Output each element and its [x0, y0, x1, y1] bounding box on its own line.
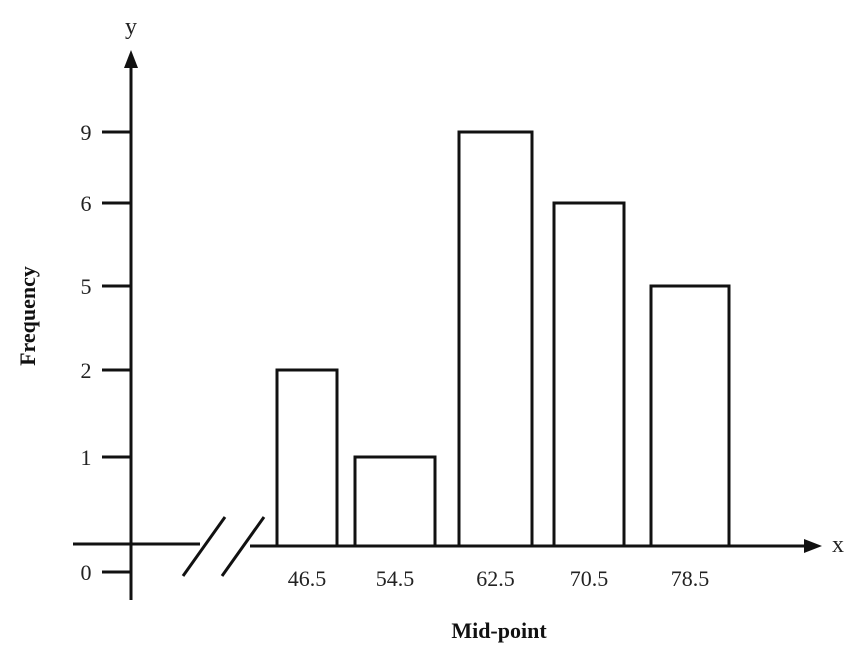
- y-ticks: 0 1 2 5 6 9: [81, 120, 131, 585]
- y-tick-label-9: 9: [81, 120, 92, 145]
- y-tick-label-1: 1: [81, 445, 92, 470]
- x-tick-labels: 46.5 54.5 62.5 70.5 78.5: [288, 566, 710, 591]
- bar-54.5: [353, 455, 437, 548]
- y-tick-label-2: 2: [81, 358, 92, 383]
- x-tick-label-78.5: 78.5: [671, 566, 710, 591]
- x-tick-label-54.5: 54.5: [376, 566, 415, 591]
- y-axis-title: Frequency: [15, 266, 40, 366]
- x-tick-label-62.5: 62.5: [476, 566, 515, 591]
- bar-70.5: [552, 201, 626, 548]
- axis-break-mark-1: [181, 516, 227, 577]
- bar-62.5: [457, 130, 534, 548]
- x-tick-label-70.5: 70.5: [570, 566, 609, 591]
- x-axis-arrow: [804, 539, 822, 553]
- y-tick-label-0: 0: [81, 560, 92, 585]
- bar-46.5: [275, 368, 339, 548]
- bars: [275, 130, 731, 548]
- bar-78.5: [649, 284, 731, 548]
- y-axis-letter: y: [125, 14, 137, 40]
- axis-break-mark-2: [220, 516, 266, 577]
- y-axis-arrow: [124, 50, 138, 68]
- x-axis-letter: x: [832, 532, 844, 558]
- y-tick-label-6: 6: [81, 191, 92, 216]
- y-tick-label-5: 5: [81, 274, 92, 299]
- x-axis-title: Mid-point: [451, 618, 547, 643]
- x-tick-label-46.5: 46.5: [288, 566, 327, 591]
